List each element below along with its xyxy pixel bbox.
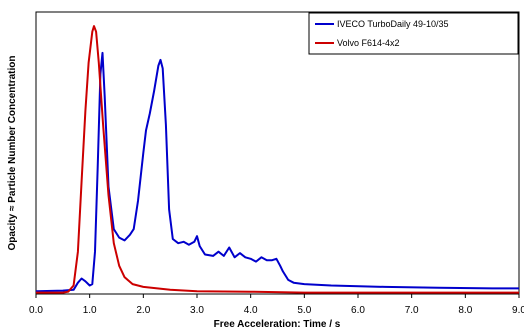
- x-axis-title: Free Acceleration: Time / s: [214, 319, 341, 330]
- x-tick-label: 0.0: [29, 305, 43, 316]
- x-tick-label: 6.0: [351, 305, 365, 316]
- legend-label-volvo: Volvo F614-4x2: [337, 38, 400, 48]
- x-tick-label: 4.0: [244, 305, 258, 316]
- legend-box: [308, 12, 519, 55]
- series-line-volvo: [36, 25, 519, 294]
- x-tick-label: 8.0: [458, 305, 472, 316]
- x-tick-label: 7.0: [405, 305, 419, 316]
- legend: IVECO TurboDaily 49-10/35 Volvo F614-4x2: [308, 12, 519, 55]
- legend-label-iveco: IVECO TurboDaily 49-10/35: [337, 19, 449, 29]
- x-axis: 0.0 1.0 2.0 3.0 4.0 5.0 6.0 7.0 8.0 9.0: [29, 294, 524, 316]
- plot-area: [35, 11, 520, 295]
- y-axis-title: Opacity ≈ Particle Number Concentration: [7, 56, 18, 251]
- x-tick-label: 1.0: [83, 305, 97, 316]
- x-tick-label: 2.0: [136, 305, 150, 316]
- series-layer: [35, 25, 519, 294]
- x-tick-label: 5.0: [297, 305, 311, 316]
- x-tick-label: 3.0: [190, 305, 204, 316]
- x-tick-label: 9.0: [512, 305, 524, 316]
